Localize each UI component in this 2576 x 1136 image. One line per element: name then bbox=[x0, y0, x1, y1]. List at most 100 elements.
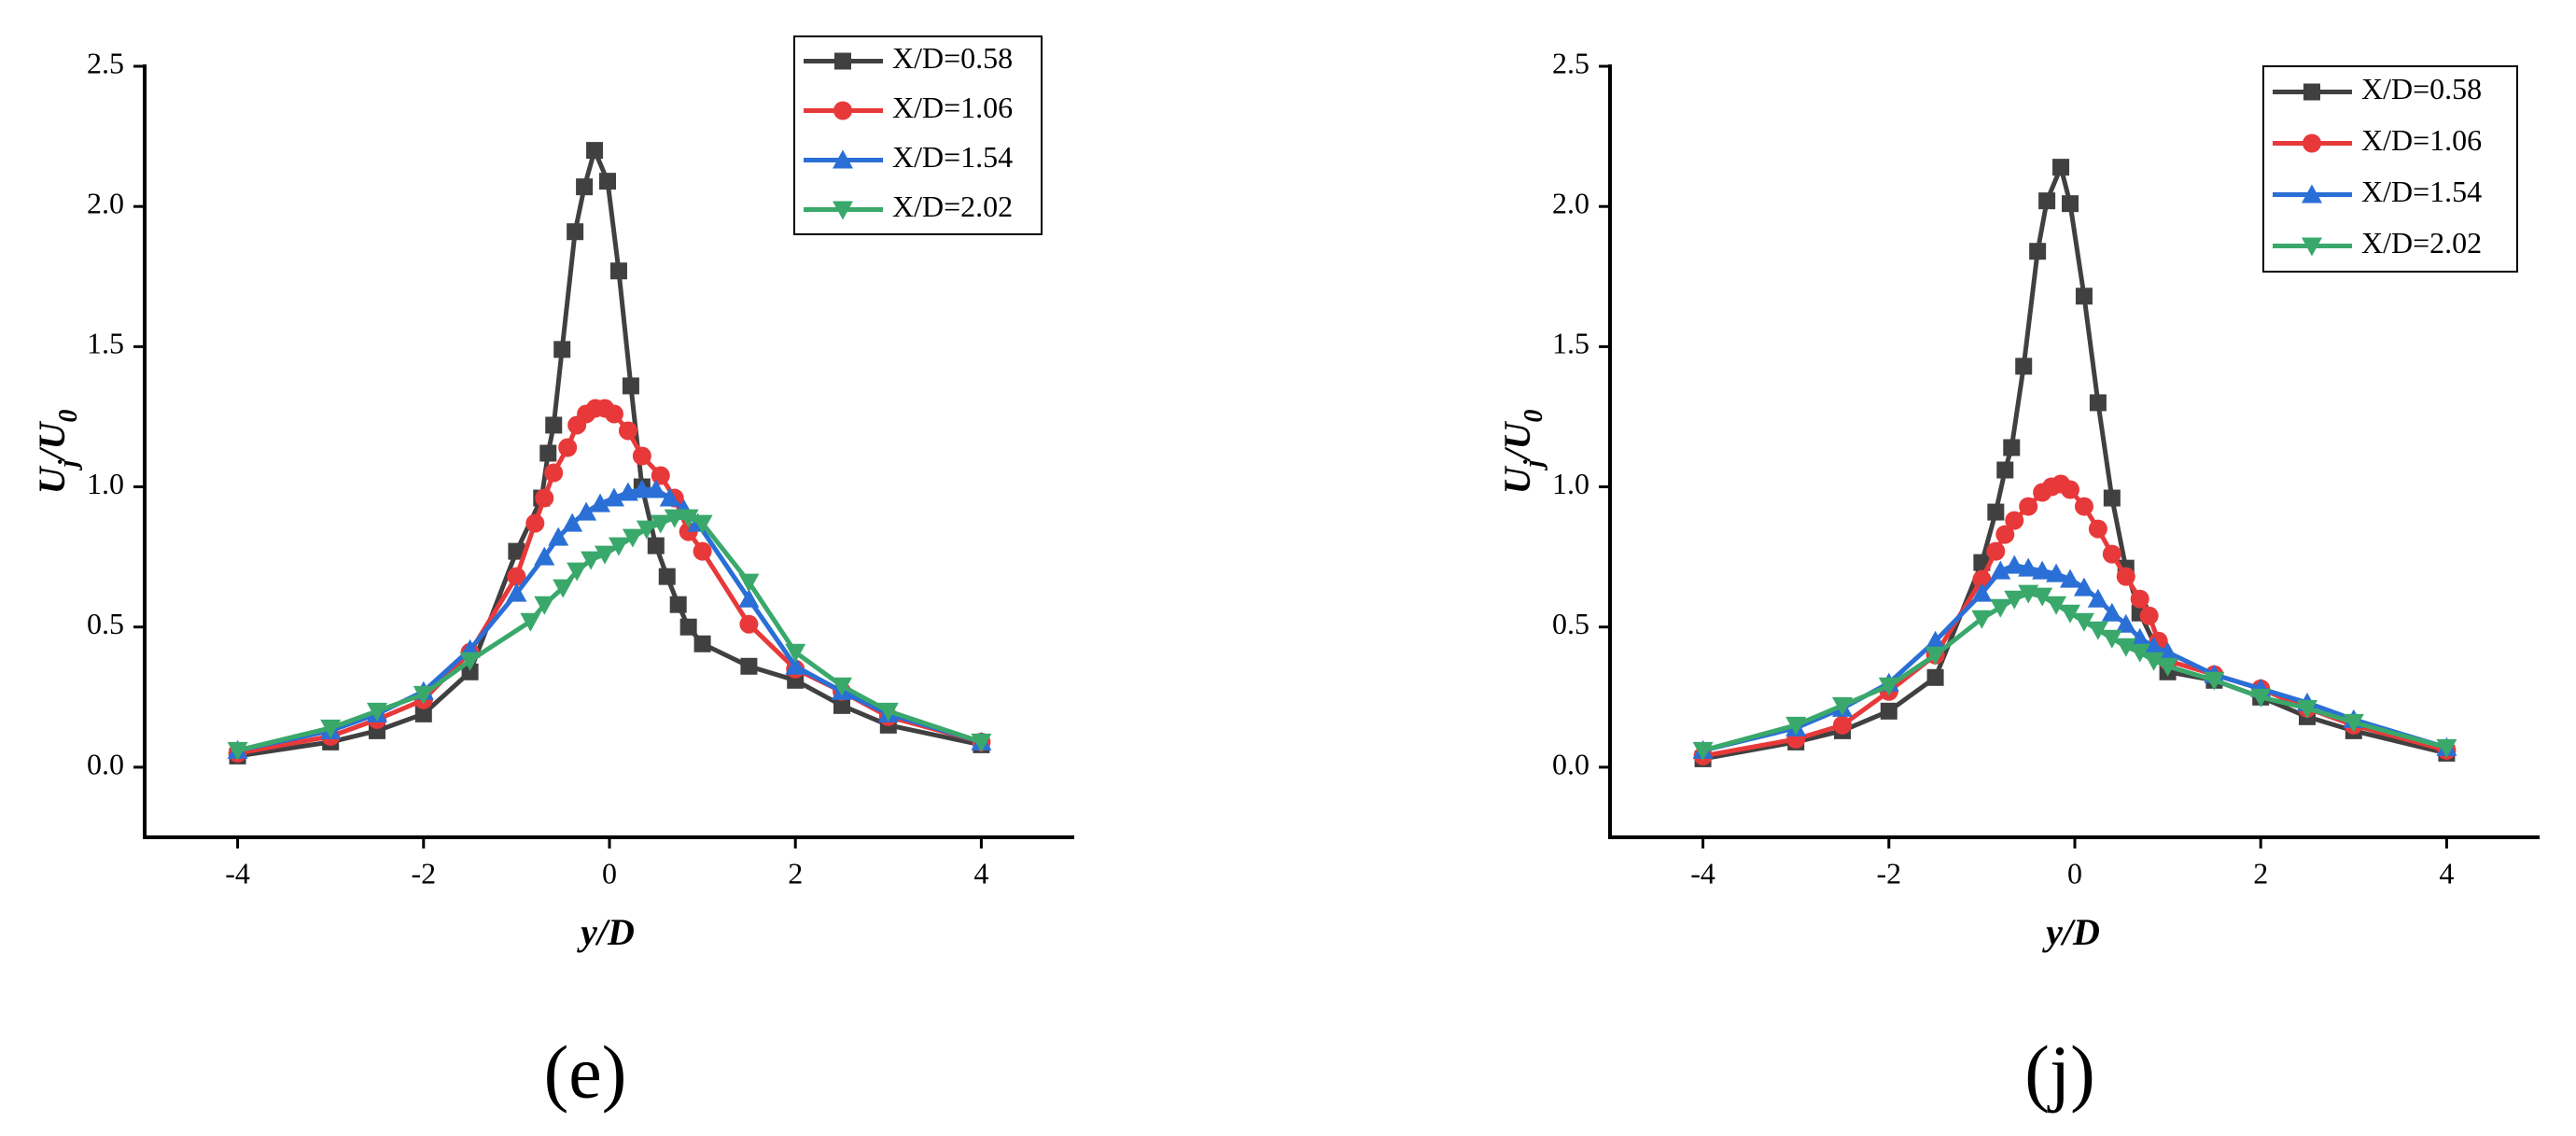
marker bbox=[2436, 738, 2457, 758]
marker bbox=[631, 479, 652, 498]
marker bbox=[659, 487, 680, 507]
marker bbox=[535, 488, 554, 508]
legend-label: X/D=1.06 bbox=[2361, 123, 2482, 157]
marker bbox=[413, 685, 434, 705]
marker bbox=[507, 567, 526, 586]
marker bbox=[664, 509, 685, 528]
chart: 0.00.51.01.52.02.5-4 -2 0 2 4y/DUj/U0(j)X/D=… bbox=[1496, 46, 2540, 1114]
marker bbox=[1878, 677, 1899, 696]
marker bbox=[2032, 560, 2053, 580]
chart: 0.00.51.01.52.02.5-4 -2 0 2 4y/DUj/U0(e)X/D=… bbox=[31, 35, 1074, 1114]
marker bbox=[2046, 596, 2067, 615]
marker bbox=[2087, 621, 2108, 640]
legend-label: X/D=2.02 bbox=[892, 189, 1013, 223]
marker bbox=[1990, 560, 2011, 580]
marker bbox=[1785, 716, 1807, 736]
marker bbox=[603, 487, 624, 507]
marker bbox=[618, 421, 637, 441]
marker bbox=[693, 635, 711, 652]
marker bbox=[1987, 503, 2005, 521]
series-line bbox=[237, 487, 983, 753]
marker bbox=[2061, 480, 2080, 499]
marker bbox=[545, 416, 563, 434]
marker bbox=[740, 657, 758, 675]
x-tick-label: 0 bbox=[2067, 856, 2082, 890]
marker bbox=[833, 696, 850, 714]
marker bbox=[604, 404, 623, 424]
marker bbox=[2029, 243, 2047, 260]
x-tick-label: -2 bbox=[1876, 856, 1901, 890]
y-tick-label: 1.5 bbox=[1552, 327, 1589, 360]
marker bbox=[414, 705, 432, 722]
marker bbox=[833, 149, 853, 169]
marker bbox=[622, 377, 639, 395]
marker bbox=[2204, 671, 2225, 691]
marker bbox=[1971, 610, 1993, 629]
marker bbox=[367, 702, 387, 722]
marker bbox=[669, 596, 687, 613]
marker bbox=[562, 512, 583, 532]
x-axis-label: y/D bbox=[577, 911, 635, 953]
marker bbox=[645, 479, 666, 498]
marker bbox=[2073, 612, 2094, 632]
marker bbox=[622, 528, 643, 548]
marker bbox=[1880, 702, 1897, 720]
marker bbox=[2075, 288, 2093, 305]
marker bbox=[2046, 563, 2067, 582]
marker bbox=[2060, 568, 2081, 588]
marker bbox=[567, 562, 588, 582]
marker bbox=[2062, 195, 2079, 213]
marker bbox=[534, 546, 555, 566]
series-line bbox=[237, 143, 982, 759]
marker bbox=[2003, 439, 2021, 456]
marker bbox=[2129, 627, 2150, 647]
marker bbox=[2343, 713, 2364, 733]
marker bbox=[227, 741, 248, 761]
marker bbox=[1926, 668, 1944, 686]
marker bbox=[2157, 657, 2178, 677]
marker bbox=[1925, 630, 1946, 650]
y-tick-label: 1.5 bbox=[87, 327, 124, 360]
marker bbox=[2019, 497, 2038, 516]
marker bbox=[534, 596, 555, 615]
marker bbox=[2102, 544, 2121, 564]
marker bbox=[567, 223, 584, 241]
marker bbox=[1833, 715, 1852, 735]
y-tick-label: 1.0 bbox=[87, 467, 124, 500]
marker bbox=[2101, 602, 2122, 622]
y-tick-label: 2.0 bbox=[87, 187, 124, 220]
marker bbox=[1971, 582, 1993, 602]
y-tick-label: 0.0 bbox=[1552, 747, 1589, 780]
y-tick-label: 0.0 bbox=[87, 747, 124, 780]
marker bbox=[2052, 159, 2070, 176]
marker bbox=[2157, 641, 2178, 661]
marker bbox=[650, 514, 671, 534]
y-axis-label-part: /U bbox=[1496, 421, 1538, 463]
series-line bbox=[1702, 563, 2448, 753]
marker bbox=[877, 702, 899, 722]
x-tick-label: 4 bbox=[2439, 856, 2454, 890]
marker bbox=[2250, 688, 2272, 708]
marker bbox=[2303, 133, 2321, 153]
marker bbox=[679, 618, 697, 636]
marker bbox=[2302, 184, 2322, 203]
marker bbox=[599, 173, 617, 190]
marker bbox=[2073, 577, 2094, 596]
marker bbox=[553, 341, 571, 358]
y-axis-label-part: 0 bbox=[1519, 410, 1548, 423]
marker bbox=[581, 551, 602, 570]
y-tick-label: 2.5 bbox=[87, 46, 124, 79]
marker bbox=[608, 537, 629, 556]
y-axis-label-part: U bbox=[1496, 465, 1538, 494]
marker bbox=[636, 520, 657, 540]
marker bbox=[971, 733, 992, 752]
legend-label: X/D=1.06 bbox=[892, 91, 1013, 124]
marker bbox=[548, 526, 569, 546]
marker bbox=[520, 612, 541, 632]
marker bbox=[2116, 567, 2135, 586]
panel-label: (e) bbox=[544, 1031, 627, 1114]
marker bbox=[833, 201, 853, 220]
y-tick-label: 0.5 bbox=[87, 607, 124, 640]
